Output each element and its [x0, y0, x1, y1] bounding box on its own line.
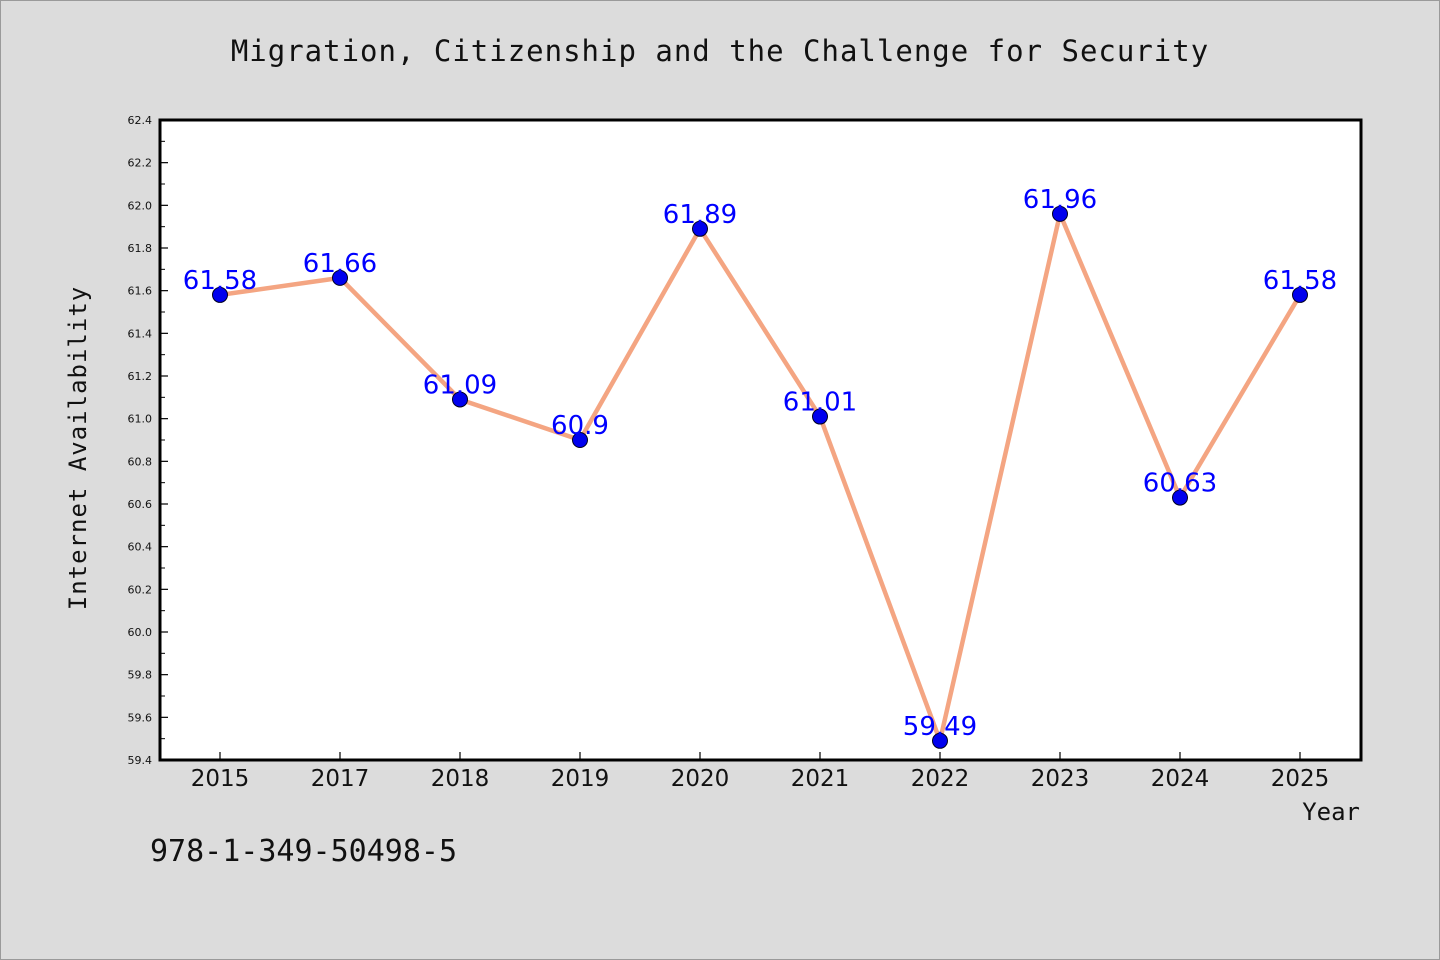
y-tick-label: 59.6: [128, 711, 153, 724]
data-point: [1172, 489, 1188, 506]
y-tick-label: 59.4: [128, 754, 153, 767]
data-point: [212, 286, 228, 303]
data-label: 60.63: [1143, 469, 1217, 499]
x-tick-label: 2015: [191, 766, 250, 792]
x-tick-label: 2025: [1271, 766, 1330, 792]
x-tick-label: 2022: [911, 766, 970, 792]
data-point: [332, 269, 348, 286]
x-axis-label: Year: [1302, 798, 1360, 826]
plot-area: [158, 118, 1363, 762]
y-tick-label: 61.2: [128, 370, 153, 383]
data-point: [452, 391, 468, 408]
data-label: 61.58: [1263, 266, 1337, 296]
x-tick-label: 2018: [431, 766, 490, 792]
y-tick-label: 60.8: [128, 455, 153, 468]
series-line: [217, 211, 1303, 744]
data-point: [1292, 286, 1308, 303]
series-layer: 61.58 61.66 61.09 60.9 61.89 61.01 59.49 61.96 6…: [183, 185, 1337, 749]
x-tick-label: 2019: [551, 766, 610, 792]
data-label: 60.9: [551, 411, 609, 441]
x-tick-label: 2021: [791, 766, 850, 792]
isbn-code: 978-1-349-50498-5: [150, 834, 458, 869]
x-axis: 2015 2017 2018 2019 2020 2021 2022 2023 2024 2025: [191, 752, 1330, 792]
data-point: [812, 408, 828, 425]
x-tick-label: 2017: [311, 766, 370, 792]
y-axis: 59.4 59.6 59.8 60.0 60.2 60.4 60.6 60.8 61.0 61.2…: [128, 114, 168, 767]
y-tick-label: 61.8: [128, 242, 153, 255]
y-axis-label: Internet Availability: [64, 286, 92, 610]
x-tick-label: 2023: [1031, 766, 1090, 792]
data-label: 61.66: [303, 249, 377, 279]
chart-title: Migration, Citizenship and the Challenge…: [230, 34, 1210, 68]
y-tick-label: 60.4: [128, 541, 153, 554]
x-tick-label: 2020: [671, 766, 730, 792]
y-tick-label: 60.6: [128, 498, 153, 511]
data-point: [932, 732, 948, 749]
x-tick-label: 2024: [1151, 766, 1210, 792]
y-tick-label: 62.4: [128, 114, 153, 127]
data-label: 61.89: [663, 200, 737, 230]
data-point: [572, 432, 588, 448]
y-tick-label: 59.8: [128, 669, 153, 682]
data-label: 61.58: [183, 266, 257, 296]
data-label: 61.09: [423, 370, 497, 400]
y-tick-label: 60.0: [128, 626, 153, 639]
data-label: 61.01: [783, 388, 857, 418]
y-tick-label: 62.0: [128, 199, 153, 212]
y-tick-label: 61.0: [128, 413, 153, 426]
y-tick-label: 62.2: [128, 157, 153, 170]
y-tick-label: 61.6: [128, 285, 153, 298]
data-label: 61.96: [1023, 185, 1097, 215]
y-tick-label: 61.4: [128, 327, 153, 340]
data-point: [1052, 205, 1068, 222]
data-label: 59.49: [903, 712, 977, 742]
data-point: [692, 220, 708, 237]
y-tick-label: 60.2: [128, 583, 153, 596]
